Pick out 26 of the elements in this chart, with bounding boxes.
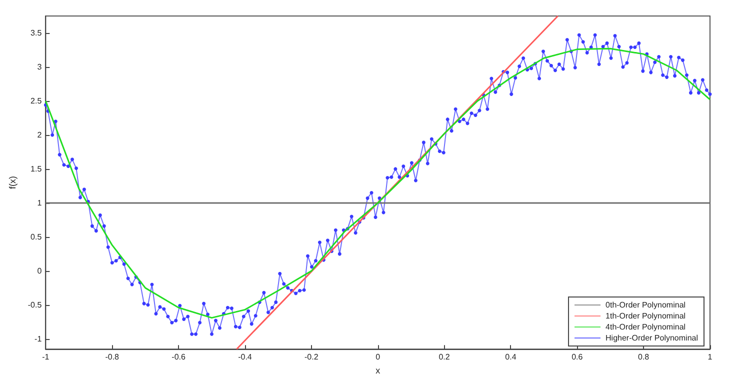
y-tick-label: 2.5 [30, 96, 42, 106]
x-tick-label: -0.6 [172, 352, 186, 362]
y-tick-label: 3 [37, 62, 42, 72]
y-tick-label: 1 [37, 198, 42, 208]
y-tick-label: 1.5 [30, 164, 42, 174]
x-axis-title: x [376, 366, 381, 376]
y-tick-label: 0 [37, 266, 42, 276]
x-tick-label: -0.2 [304, 352, 319, 362]
legend-label: 0th-Order Polynominal [606, 300, 686, 310]
y-tick-label: 2 [37, 130, 42, 140]
x-tick-label: 0 [376, 352, 381, 362]
y-tick-label: -1 [34, 334, 42, 344]
y-axis-title: f(x) [8, 176, 18, 190]
x-tick-label: -0.4 [238, 352, 252, 362]
legend-label: Higher-Order Polynominal [606, 334, 698, 342]
x-tick-label: 1 [708, 352, 713, 362]
x-tick-label: 0.4 [505, 352, 517, 362]
y-tick-label: 3.5 [30, 28, 42, 38]
y-tick-label: -0.5 [28, 300, 42, 310]
x-tick-label: 0.6 [572, 352, 584, 362]
y-tick-label: 0.5 [30, 232, 42, 242]
x-tick-label: 0.8 [638, 352, 650, 362]
x-tick-label: -0.8 [105, 352, 120, 362]
legend-label: 4th-Order Polynominal [606, 322, 686, 332]
x-tick-label: 0.2 [438, 352, 450, 362]
legend-label: 1th-Order Polynominal [606, 312, 686, 320]
